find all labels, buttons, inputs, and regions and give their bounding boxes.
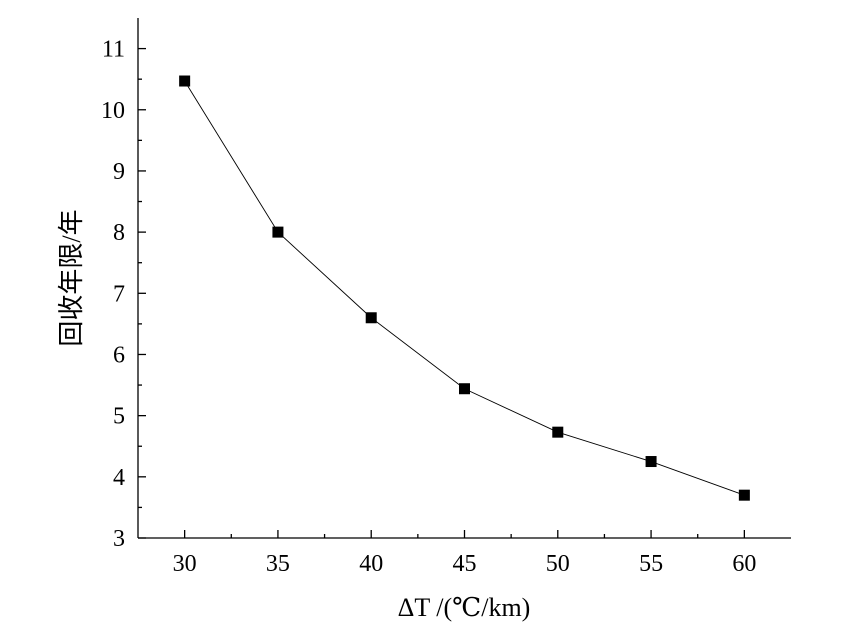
y-tick-label: 6 — [113, 342, 125, 368]
data-point — [645, 456, 657, 468]
y-axis-title: 回收年限/年 — [57, 209, 86, 346]
x-tick-label: 60 — [732, 551, 756, 577]
x-tick-label: 35 — [266, 551, 290, 577]
y-tick-label: 8 — [113, 220, 125, 246]
x-tick-label: 55 — [639, 551, 663, 577]
data-point — [179, 75, 191, 87]
series-group — [179, 75, 750, 501]
data-point — [365, 312, 377, 324]
data-point — [552, 426, 564, 438]
y-tick-label: 3 — [113, 526, 125, 552]
y-tick-label: 10 — [101, 98, 125, 124]
data-point — [738, 489, 750, 501]
x-axis-title: ΔT /(℃/km) — [398, 593, 531, 622]
x-tick-label: 50 — [546, 551, 570, 577]
x-tick-label: 45 — [453, 551, 477, 577]
data-point — [272, 226, 284, 238]
series-line — [184, 80, 745, 496]
x-tick-label: 40 — [359, 551, 383, 577]
y-tick-label: 9 — [113, 159, 125, 185]
y-tick-label: 11 — [102, 37, 125, 63]
data-point — [459, 383, 470, 395]
y-tick-label: 5 — [113, 404, 125, 430]
y-tick-label: 7 — [113, 281, 125, 307]
y-tick-label: 4 — [113, 465, 125, 491]
x-tick-label: 30 — [173, 551, 197, 577]
